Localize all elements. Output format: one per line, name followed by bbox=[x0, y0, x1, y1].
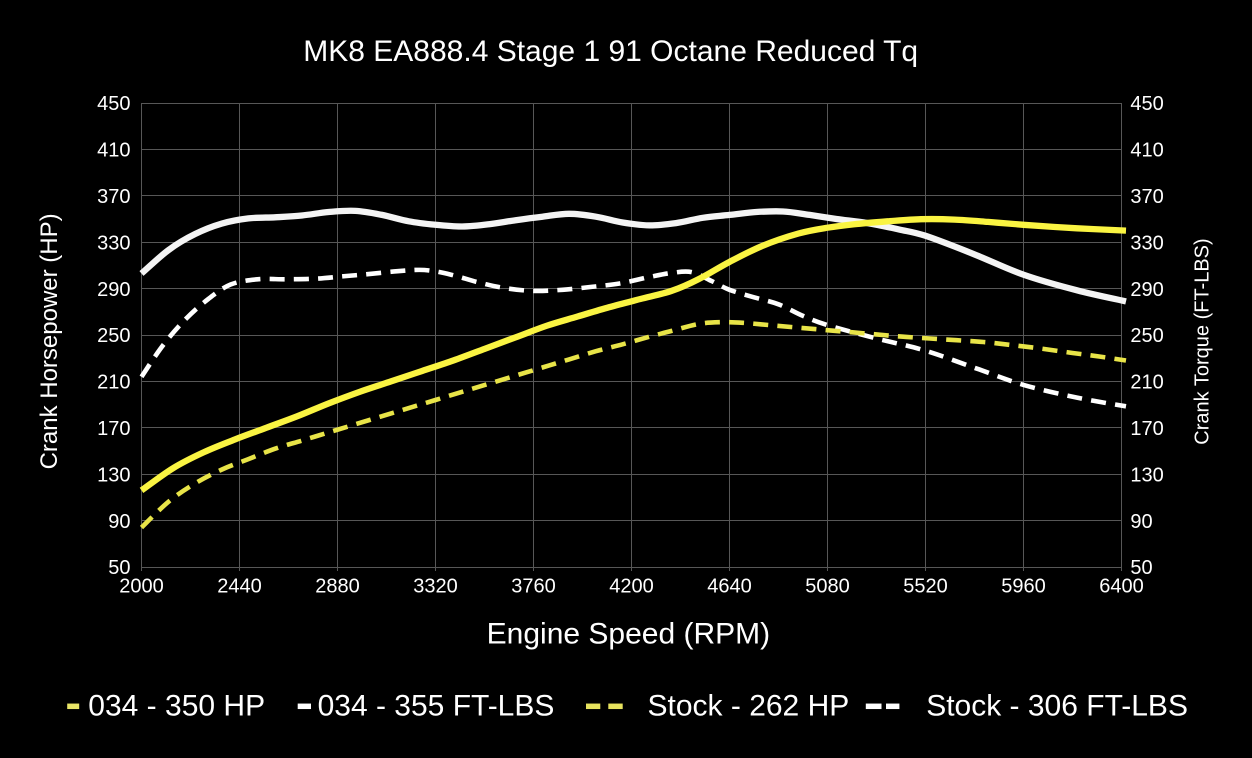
svg-text:250: 250 bbox=[1130, 325, 1163, 347]
svg-text:410: 410 bbox=[97, 140, 130, 162]
svg-text:370: 370 bbox=[1130, 186, 1163, 208]
svg-text:2880: 2880 bbox=[315, 576, 360, 598]
svg-text:Crank Torque (FT-LBS): Crank Torque (FT-LBS) bbox=[1192, 238, 1214, 444]
svg-text:034 - 350 HP: 034 - 350 HP bbox=[88, 690, 265, 723]
svg-text:250: 250 bbox=[97, 325, 130, 347]
svg-text:034 - 355 FT-LBS: 034 - 355 FT-LBS bbox=[318, 690, 555, 723]
svg-text:410: 410 bbox=[1130, 140, 1163, 162]
svg-text:2440: 2440 bbox=[217, 576, 262, 598]
svg-text:MK8 EA888.4 Stage 1 91 Octane: MK8 EA888.4 Stage 1 91 Octane Reduced Tq bbox=[303, 35, 918, 68]
svg-text:130: 130 bbox=[97, 464, 130, 486]
svg-text:90: 90 bbox=[108, 511, 130, 533]
svg-text:Stock - 306 FT-LBS: Stock - 306 FT-LBS bbox=[926, 690, 1188, 723]
svg-text:170: 170 bbox=[1130, 418, 1163, 440]
svg-text:3320: 3320 bbox=[413, 576, 458, 598]
svg-text:90: 90 bbox=[1130, 511, 1152, 533]
svg-text:210: 210 bbox=[97, 372, 130, 394]
svg-text:330: 330 bbox=[97, 232, 130, 254]
svg-text:290: 290 bbox=[97, 279, 130, 301]
svg-text:5960: 5960 bbox=[1001, 576, 1046, 598]
svg-text:Stock - 262 HP: Stock - 262 HP bbox=[648, 690, 850, 723]
svg-text:5520: 5520 bbox=[903, 576, 948, 598]
svg-text:170: 170 bbox=[97, 418, 130, 440]
svg-text:130: 130 bbox=[1130, 464, 1163, 486]
svg-text:290: 290 bbox=[1130, 279, 1163, 301]
svg-text:450: 450 bbox=[1130, 93, 1163, 115]
svg-text:50: 50 bbox=[1130, 557, 1152, 579]
svg-text:4200: 4200 bbox=[609, 576, 654, 598]
svg-text:6400: 6400 bbox=[1099, 576, 1144, 598]
svg-text:330: 330 bbox=[1130, 232, 1163, 254]
svg-text:210: 210 bbox=[1130, 372, 1163, 394]
svg-text:5080: 5080 bbox=[805, 576, 850, 598]
svg-text:2000: 2000 bbox=[119, 576, 164, 598]
svg-text:50: 50 bbox=[108, 557, 130, 579]
svg-text:Engine Speed (RPM): Engine Speed (RPM) bbox=[487, 618, 770, 651]
svg-text:450: 450 bbox=[97, 93, 130, 115]
svg-text:4640: 4640 bbox=[707, 576, 752, 598]
svg-text:3760: 3760 bbox=[511, 576, 556, 598]
svg-text:370: 370 bbox=[97, 186, 130, 208]
svg-text:Crank Horsepower (HP): Crank Horsepower (HP) bbox=[36, 213, 63, 469]
